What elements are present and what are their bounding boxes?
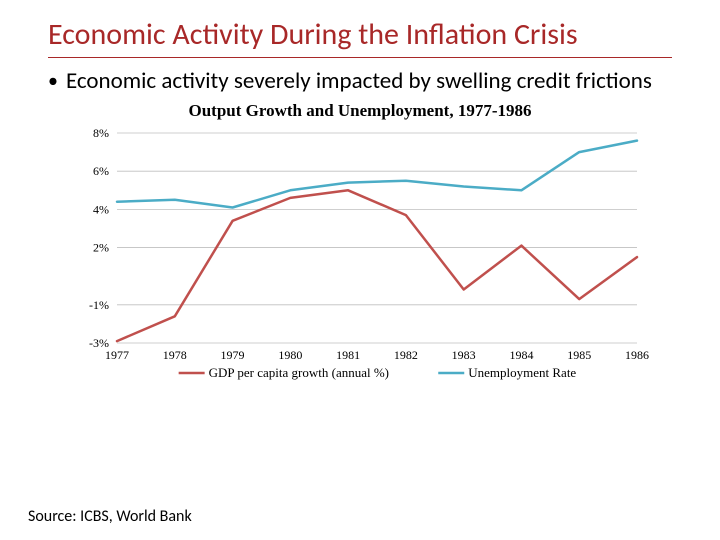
x-tick-label: 1980 (278, 348, 302, 362)
bullet-dot: • (48, 68, 58, 94)
series-line (117, 190, 637, 341)
series-line (117, 141, 637, 208)
y-tick-label: -1% (89, 298, 109, 312)
legend-label: Unemployment Rate (468, 365, 576, 380)
x-tick-label: 1982 (394, 348, 418, 362)
page-title: Economic Activity During the Inflation C… (48, 18, 672, 58)
y-tick-label: 6% (93, 164, 109, 178)
x-tick-label: 1978 (163, 348, 187, 362)
x-tick-label: 1985 (567, 348, 591, 362)
y-tick-label: 4% (93, 202, 109, 216)
x-tick-label: 1981 (336, 348, 360, 362)
legend-label: GDP per capita growth (annual %) (209, 365, 389, 380)
chart-title: Output Growth and Unemployment, 1977-198… (48, 101, 672, 121)
bullet-text: Economic activity severely impacted by s… (66, 68, 652, 96)
x-tick-label: 1979 (221, 348, 245, 362)
x-tick-label: 1984 (509, 348, 533, 362)
x-tick-label: 1983 (452, 348, 476, 362)
source-text: Source: ICBS, World Bank (28, 507, 192, 526)
y-tick-label: 8% (93, 127, 109, 140)
line-chart: -3%-1%2%4%6%8%19771978197919801981198219… (65, 127, 655, 399)
chart-container: -3%-1%2%4%6%8%19771978197919801981198219… (65, 127, 655, 399)
bullet-item: • Economic activity severely impacted by… (48, 68, 672, 96)
x-tick-label: 1986 (625, 348, 649, 362)
x-tick-label: 1977 (105, 348, 129, 362)
y-tick-label: 2% (93, 241, 109, 255)
